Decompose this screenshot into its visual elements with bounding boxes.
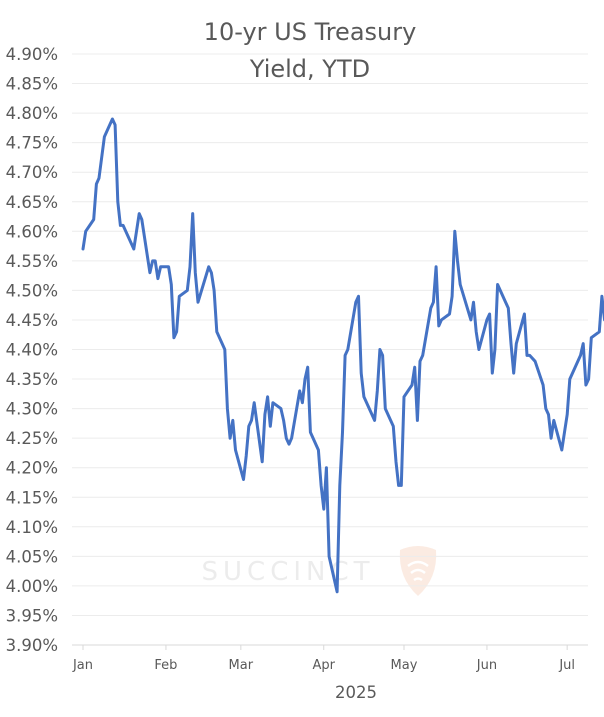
y-tick-label: 4.20% — [6, 459, 58, 478]
y-tick-label: 4.55% — [6, 252, 58, 271]
y-tick-label: 4.90% — [6, 45, 58, 64]
yield-series-line — [81, 117, 604, 594]
x-axis-label: 2025 — [335, 683, 377, 702]
y-tick-label: 4.80% — [6, 104, 58, 123]
x-tick-label: Jan — [72, 658, 93, 673]
y-tick-label: 4.35% — [6, 370, 58, 389]
x-tick-label: May — [391, 658, 418, 673]
y-tick-label: 4.40% — [6, 341, 58, 360]
y-tick-label: 4.25% — [6, 429, 58, 448]
watermark-text: SUCCINCT — [202, 557, 375, 587]
y-tick-label: 4.00% — [6, 577, 58, 596]
y-tick-label: 4.30% — [6, 400, 58, 419]
chart-title-line-2: Yield, YTD — [249, 55, 370, 83]
x-tick-label: Jun — [476, 658, 497, 673]
chart-title-line-1: 10-yr US Treasury — [204, 18, 417, 46]
x-tick-label: Feb — [154, 658, 177, 673]
y-tick-label: 3.90% — [6, 636, 58, 655]
y-tick-label: 4.50% — [6, 281, 58, 300]
succinct-watermark: SUCCINCT — [202, 546, 437, 596]
gridlines — [72, 53, 588, 616]
y-tick-label: 4.45% — [6, 311, 58, 330]
y-tick-label: 4.05% — [6, 547, 58, 566]
y-tick-label: 4.60% — [6, 222, 58, 241]
y-tick-label: 3.95% — [6, 606, 58, 625]
x-tick-label: Mar — [229, 658, 254, 673]
y-tick-label: 4.70% — [6, 163, 58, 182]
x-tick-label: Jul — [558, 658, 575, 673]
y-tick-label: 4.75% — [6, 134, 58, 153]
x-tick-label: Apr — [313, 658, 336, 673]
y-tick-label: 4.85% — [6, 75, 58, 94]
watermark-logo-icon — [399, 546, 437, 596]
y-tick-label: 4.15% — [6, 488, 58, 507]
x-axis-ticks: Jan Feb Mar Apr May Jun Jul — [72, 645, 575, 673]
y-axis-ticks: 4.90% 4.85% 4.80% 4.75% 4.70% 4.65% 4.60% 4.55%… — [6, 45, 58, 655]
y-tick-label: 4.65% — [6, 193, 58, 212]
y-tick-label: 4.10% — [6, 518, 58, 537]
